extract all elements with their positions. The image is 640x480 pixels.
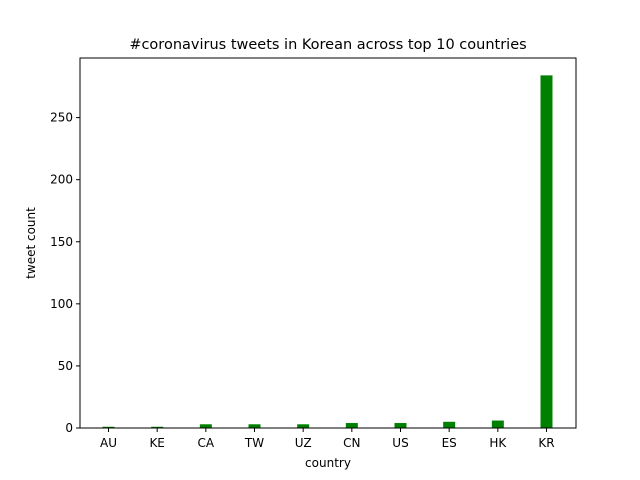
x-tick-label: ES (442, 436, 457, 450)
y-tick-label: 0 (65, 421, 73, 435)
bar-tw (248, 424, 261, 428)
x-tick-label: UZ (295, 436, 312, 450)
x-tick-label: KR (538, 436, 554, 450)
bar-au (102, 426, 115, 428)
x-tick-label: US (392, 436, 408, 450)
x-axis-label: country (305, 456, 351, 470)
bar-ke (151, 426, 164, 428)
y-tick-label: 250 (50, 111, 73, 125)
y-tick-label: 50 (58, 359, 73, 373)
x-axis: AU KE CA TW UZ CN US ES HK KR (100, 428, 555, 450)
y-axis-label: tweet count (24, 207, 38, 279)
bar-kr (540, 75, 553, 428)
x-tick-label: TW (244, 436, 264, 450)
x-tick-label: KE (149, 436, 164, 450)
bars-group (102, 75, 553, 428)
bar-es (443, 421, 456, 428)
y-tick-label: 150 (50, 235, 73, 249)
y-axis: 0 50 100 150 200 250 (50, 111, 80, 435)
bar-hk (491, 420, 504, 428)
y-tick-label: 200 (50, 173, 73, 187)
y-tick-label: 100 (50, 297, 73, 311)
bar-cn (345, 423, 358, 428)
chart-title: #coronavirus tweets in Korean across top… (129, 37, 526, 53)
x-tick-label: AU (100, 436, 117, 450)
x-tick-label: CA (198, 436, 215, 450)
bar-uz (297, 424, 310, 428)
bar-us (394, 423, 407, 428)
bar-ca (199, 424, 212, 428)
x-tick-label: CN (343, 436, 360, 450)
x-tick-label: HK (489, 436, 507, 450)
plot-frame (79, 57, 577, 429)
